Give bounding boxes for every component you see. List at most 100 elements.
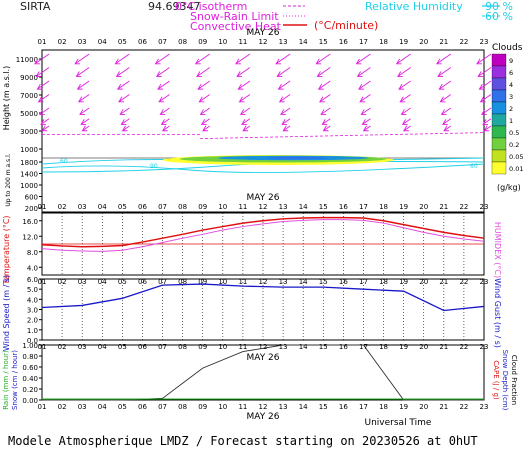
mid3-hour-14: 14 <box>299 343 308 351</box>
wind-ytick-label-5.0: 5.0 <box>27 286 38 294</box>
legend-convective-label: Convective Heat <box>190 20 282 33</box>
wind-arrow <box>440 94 452 103</box>
wind-arrow-head <box>200 119 207 125</box>
wind-arrow-head <box>321 119 328 125</box>
wind-arrow <box>476 53 492 65</box>
precip-ytick-label-0.20: 0.20 <box>22 386 38 394</box>
wind-arrow-head <box>482 119 488 125</box>
mid1-hour-04: 04 <box>98 203 107 211</box>
wind-arrow <box>316 53 331 65</box>
mid1-hour-19: 19 <box>399 203 408 211</box>
wind-arrow-head <box>155 71 162 77</box>
date-label-bot: MAY 26 <box>246 412 279 422</box>
top-hour-01: 01 <box>38 38 47 46</box>
wind-arrow-head <box>194 58 201 65</box>
bot-hour-07: 07 <box>158 403 167 411</box>
wind-arrow-head <box>114 58 121 65</box>
temp-series-0 <box>41 216 485 248</box>
mid3-hour-11: 11 <box>238 343 247 351</box>
wind-arrow <box>283 125 291 132</box>
mid1-hour-03: 03 <box>78 203 87 211</box>
cloudfrac-ylabel: Cloud Fraction <box>510 355 518 405</box>
bot-hour-21: 21 <box>439 403 448 411</box>
bot-hour-04: 04 <box>98 403 107 411</box>
clouds-level-2: 4 <box>509 81 513 89</box>
rh-contour-1 <box>41 163 485 173</box>
mid3-hour-12: 12 <box>259 343 268 351</box>
mid1-hour-16: 16 <box>339 203 348 211</box>
wind-arrow-head <box>37 96 44 103</box>
gust-ylabel: Wind Gust (m / s) <box>493 278 502 348</box>
wind-ytick-label-0.0: 0.0 <box>27 337 38 345</box>
wind-arrow <box>438 80 452 90</box>
wind-arrow-head <box>39 109 45 115</box>
top-hour-13: 13 <box>279 38 288 46</box>
wind-arrow <box>319 94 331 103</box>
temp-ytick-label-12.0: 12.0 <box>22 233 38 241</box>
top-hour-07: 07 <box>158 38 167 46</box>
wind-arrow <box>158 94 170 103</box>
clouds-colorbar-cell <box>491 125 507 139</box>
wind-arrow-head <box>81 125 88 132</box>
mid3-hour-09: 09 <box>198 343 207 351</box>
wind-arrow-head <box>79 109 85 115</box>
temp-ytick-label-16.0: 16.0 <box>22 218 38 226</box>
mid1-hour-11: 11 <box>238 203 247 211</box>
wind-arrow <box>275 53 291 65</box>
low-ytick-label-600: 600 <box>25 194 38 202</box>
bot-hour-14: 14 <box>299 403 308 411</box>
height-ytick-label-3000: 3000 <box>20 128 38 136</box>
wind-arrow <box>195 53 210 65</box>
wind-arrow-head <box>121 125 128 132</box>
wind-arrow-head <box>395 58 402 65</box>
bot-hour-11: 11 <box>238 403 247 411</box>
clouds-level-1: 6 <box>509 69 513 77</box>
wind-arrow-head <box>320 109 327 115</box>
date-label-mid1: MAY 26 <box>246 193 279 203</box>
legend-isotherm-label: 0°C isotherm <box>175 0 247 13</box>
mid1-hour-14: 14 <box>299 203 308 211</box>
bot-hour-12: 12 <box>259 403 268 411</box>
wind-arrow <box>74 53 90 65</box>
bot-hour-08: 08 <box>178 403 187 411</box>
wind-arrow-head <box>40 119 46 125</box>
clouds-colorbar-cell <box>491 65 507 79</box>
wind-arrow-head <box>197 83 204 90</box>
date-label-top: MAY 26 <box>246 28 279 38</box>
wind-arrow <box>119 107 130 115</box>
legend-snow-rain-label: Snow-Rain Limit <box>190 10 279 23</box>
wind-arrow <box>239 94 251 103</box>
clouds-level-5: 1 <box>509 117 513 125</box>
wind-arrow <box>236 67 251 77</box>
wind-arrow-head <box>483 125 490 132</box>
legend-convective: Convective Heat (°C/minute) <box>190 19 378 33</box>
wind-arrow <box>197 80 210 90</box>
wind-arrow <box>117 80 130 90</box>
wind-arrow-head <box>74 58 81 65</box>
clouds-level-0: 9 <box>509 57 513 65</box>
wind-arrow-head <box>316 71 323 77</box>
wind-arrow-head <box>80 119 87 125</box>
mid1-hour-06: 06 <box>138 203 147 211</box>
precip-ytick-label-0.40: 0.40 <box>22 375 38 383</box>
wind-arrow-head <box>35 71 42 77</box>
bot-hour-03: 03 <box>78 403 87 411</box>
rh-contour-label-1: 90 <box>150 163 158 170</box>
height-ytick-label-9000: 9000 <box>20 74 38 82</box>
height-ytick-label-7000: 7000 <box>20 92 38 100</box>
precip-ytick-label-0.80: 0.80 <box>22 353 38 361</box>
height-ytick-label-1000: 1000 <box>20 146 38 154</box>
wind-arrow-head <box>36 83 43 90</box>
wind-arrow <box>160 107 170 115</box>
clouds-colorbar-cell <box>491 89 507 103</box>
clouds-level-4: 2 <box>509 105 513 113</box>
wind-arrow <box>155 53 170 65</box>
top-hour-03: 03 <box>78 38 87 46</box>
wind-arrow <box>121 118 130 125</box>
mid1-hour-18: 18 <box>379 203 388 211</box>
temp-ytick-label-4.0: 4.0 <box>27 264 38 272</box>
wind-arrow <box>279 94 291 103</box>
wind-ytick-label-2.0: 2.0 <box>27 317 38 325</box>
bot-hour-17: 17 <box>359 403 368 411</box>
wind-arrow-head <box>239 109 246 115</box>
